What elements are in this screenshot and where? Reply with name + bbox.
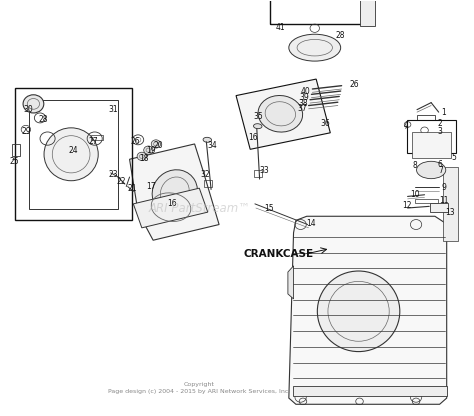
Bar [443, 167, 457, 241]
Text: 31: 31 [109, 105, 118, 114]
Text: 28: 28 [38, 115, 47, 124]
Text: 28: 28 [336, 31, 346, 40]
Text: 34: 34 [208, 141, 218, 150]
Text: 27: 27 [89, 137, 98, 146]
Bar [415, 199, 438, 203]
Text: 4: 4 [403, 121, 408, 130]
Ellipse shape [318, 271, 400, 352]
Circle shape [151, 140, 161, 148]
Text: 5: 5 [451, 153, 456, 162]
Text: 11: 11 [439, 196, 449, 205]
Text: 26: 26 [131, 137, 140, 146]
Polygon shape [288, 266, 293, 299]
Text: Copyright: Copyright [184, 382, 215, 387]
Text: 3: 3 [437, 127, 442, 136]
Bar [292, 386, 447, 396]
Text: 12: 12 [402, 201, 411, 210]
Text: 8: 8 [413, 161, 418, 170]
Bar [91, 135, 103, 140]
Bar [204, 180, 211, 187]
Text: 16: 16 [167, 198, 177, 208]
Text: 38: 38 [298, 99, 308, 108]
Text: CRANKCASE: CRANKCASE [244, 249, 313, 259]
Ellipse shape [152, 170, 198, 215]
Text: 21: 21 [128, 184, 137, 193]
Bar [430, 203, 448, 212]
Text: 17: 17 [146, 182, 156, 191]
Ellipse shape [44, 128, 98, 181]
Text: 26: 26 [350, 79, 360, 89]
Text: 18: 18 [139, 154, 148, 163]
Polygon shape [133, 188, 208, 228]
Text: 30: 30 [24, 105, 34, 114]
Text: 35: 35 [253, 112, 263, 121]
Text: ARI PartStream™: ARI PartStream™ [148, 201, 250, 215]
Text: 15: 15 [264, 204, 274, 213]
Polygon shape [236, 79, 330, 149]
Bar [412, 132, 451, 158]
Polygon shape [289, 216, 447, 404]
Circle shape [23, 95, 44, 113]
Bar [360, 0, 374, 26]
Bar [417, 115, 435, 120]
Text: 16: 16 [249, 133, 258, 142]
Text: 9: 9 [442, 183, 447, 192]
Text: 20: 20 [153, 141, 163, 150]
Text: 33: 33 [259, 166, 269, 175]
Bar [270, 0, 362, 24]
Text: 13: 13 [445, 208, 455, 217]
Ellipse shape [254, 124, 262, 129]
Text: 19: 19 [146, 146, 156, 156]
Bar [12, 144, 20, 156]
Text: 32: 32 [200, 171, 210, 179]
Text: 23: 23 [109, 170, 118, 178]
Circle shape [137, 152, 146, 161]
Ellipse shape [289, 34, 341, 61]
Ellipse shape [203, 137, 211, 142]
Text: 40: 40 [301, 87, 310, 96]
Text: 41: 41 [275, 22, 285, 32]
Polygon shape [129, 144, 219, 240]
Text: 36: 36 [321, 119, 330, 128]
Text: 25: 25 [10, 157, 19, 166]
Text: 14: 14 [307, 219, 316, 228]
Text: 29: 29 [21, 127, 31, 136]
Circle shape [144, 146, 153, 154]
Text: 1: 1 [441, 108, 446, 116]
Text: 24: 24 [68, 146, 78, 156]
Text: 22: 22 [117, 177, 126, 186]
Bar [254, 170, 262, 177]
Ellipse shape [417, 161, 446, 178]
Text: 10: 10 [410, 190, 420, 199]
Ellipse shape [258, 96, 302, 132]
Text: 39: 39 [299, 93, 309, 102]
Text: 37: 37 [297, 104, 307, 113]
Text: 2: 2 [437, 119, 442, 128]
Text: 7: 7 [438, 166, 443, 175]
Text: Page design (c) 2004 - 2015 by ARI Network Services, Inc.: Page design (c) 2004 - 2015 by ARI Netwo… [108, 389, 291, 394]
Bar [407, 119, 456, 154]
Text: 6: 6 [437, 160, 442, 169]
